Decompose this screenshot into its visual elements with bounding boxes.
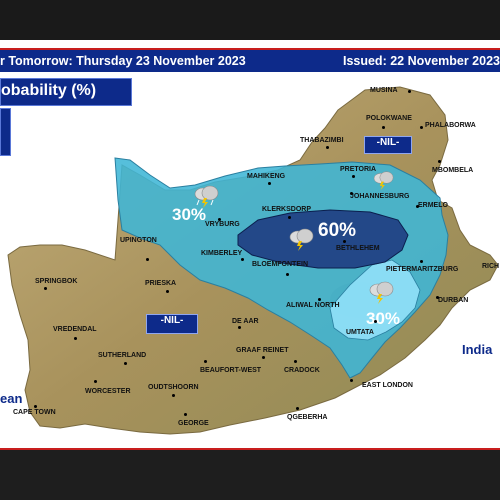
- city-label: KIMBERLEY: [201, 250, 243, 257]
- city-dot: [124, 362, 127, 365]
- city-dot: [218, 218, 221, 221]
- city-dot: [408, 90, 411, 93]
- city-label: UMTATA: [346, 329, 374, 336]
- city-label: UPINGTON: [120, 237, 157, 244]
- zone-label-60: 60%: [318, 220, 357, 241]
- city-label: QGEBERHA: [287, 414, 328, 421]
- city-label: DURBAN: [438, 297, 469, 304]
- city-dot: [374, 320, 377, 323]
- city-label: PRIESKA: [145, 280, 177, 287]
- city-label: PIETERMARITZBURG: [386, 266, 459, 273]
- thunderstorm-icon: [194, 185, 219, 208]
- city-label: CRADOCK: [284, 367, 320, 374]
- city-dot: [262, 356, 265, 359]
- city-dot: [350, 192, 353, 195]
- nil-label-northeast: -NIL-: [364, 136, 412, 154]
- city-dot: [318, 298, 321, 301]
- forecast-title: r Tomorrow: Thursday 23 November 2023: [0, 54, 246, 68]
- city-dot: [44, 287, 47, 290]
- city-label: MUSINA: [370, 87, 398, 94]
- city-dot: [288, 216, 291, 219]
- nil-label-west: -NIL-: [146, 314, 198, 334]
- city-dot: [172, 394, 175, 397]
- city-dot: [268, 182, 271, 185]
- city-dot: [184, 413, 187, 416]
- city-label: ALIWAL NORTH: [286, 302, 340, 309]
- header-bar: r Tomorrow: Thursday 23 November 2023 Is…: [0, 48, 500, 72]
- city-label: DE AAR: [232, 318, 259, 325]
- city-label: VREDENDAL: [53, 326, 97, 333]
- zone-60: [237, 209, 409, 269]
- city-label: POLOKWANE: [366, 115, 412, 122]
- issued-date: Issued: 22 November 2023: [342, 54, 500, 68]
- city-dot: [166, 290, 169, 293]
- city-label: MAHIKENG: [247, 173, 286, 180]
- city-dot: [352, 175, 355, 178]
- footer-rule: [0, 448, 500, 450]
- forecast-slide: r Tomorrow: Thursday 23 November 2023 Is…: [0, 40, 500, 450]
- city-dot: [343, 240, 346, 243]
- city-dot: [350, 379, 353, 382]
- ocean-label-indian: India: [462, 342, 493, 357]
- city-dot: [241, 258, 244, 261]
- city-dot: [438, 160, 441, 163]
- city-label: KLERKSDORP: [262, 206, 312, 213]
- city-dot: [420, 126, 423, 129]
- city-dot: [94, 380, 97, 383]
- legend-title-box: obability (%): [0, 78, 132, 106]
- city-label: MBOMBELA: [432, 167, 474, 174]
- thunderstorm-icon: [369, 281, 394, 304]
- legend-title: obability (%): [1, 82, 97, 99]
- city-label: CAPE TOWN: [13, 409, 56, 416]
- city-label: SUTHERLAND: [98, 352, 147, 359]
- city-label: THABAZIMBI: [300, 137, 344, 144]
- city-label: GRAAF REINET: [236, 347, 289, 354]
- city-dot: [294, 360, 297, 363]
- city-label: BLOEMFONTEIN: [252, 261, 308, 268]
- city-label: VRYBURG: [205, 221, 240, 228]
- thunderstorm-icon: [373, 171, 394, 190]
- city-label: JOHANNESBURG: [350, 193, 410, 200]
- city-dot: [146, 258, 149, 261]
- city-label: SPRINGBOK: [35, 278, 78, 285]
- city-dot: [74, 337, 77, 340]
- city-dot: [436, 296, 439, 299]
- city-dot: [420, 260, 423, 263]
- city-label: WORCESTER: [85, 388, 131, 395]
- city-dot: [382, 126, 385, 129]
- city-dot: [326, 146, 329, 149]
- zone-label-30-north: 30%: [172, 205, 207, 224]
- bottom-letterbox: [0, 450, 500, 500]
- city-label: PRETORIA: [340, 166, 377, 173]
- city-label: EAST LONDON: [362, 382, 413, 389]
- city-label: PHALABORWA: [425, 122, 476, 129]
- city-label: OUDTSHOORN: [148, 384, 199, 391]
- legend-swatch-box: [0, 108, 11, 156]
- thunderstorm-icon: [289, 228, 314, 251]
- city-dot: [204, 360, 207, 363]
- south-africa-map: [7, 86, 499, 435]
- top-letterbox: [0, 0, 500, 40]
- city-label: ERMELO: [418, 202, 448, 209]
- city-dot: [34, 405, 37, 408]
- city-dot: [238, 326, 241, 329]
- city-label: RICH: [482, 263, 500, 270]
- city-dot: [296, 407, 299, 410]
- city-dot: [286, 273, 289, 276]
- city-dot: [416, 205, 419, 208]
- city-label: GEORGE: [178, 420, 209, 427]
- ocean-label-atlantic: ean: [0, 391, 23, 406]
- city-label: BETHLEHEM: [336, 245, 380, 252]
- city-label: BEAUFORT-WEST: [200, 367, 262, 374]
- zone-label-30-east: 30%: [366, 309, 401, 328]
